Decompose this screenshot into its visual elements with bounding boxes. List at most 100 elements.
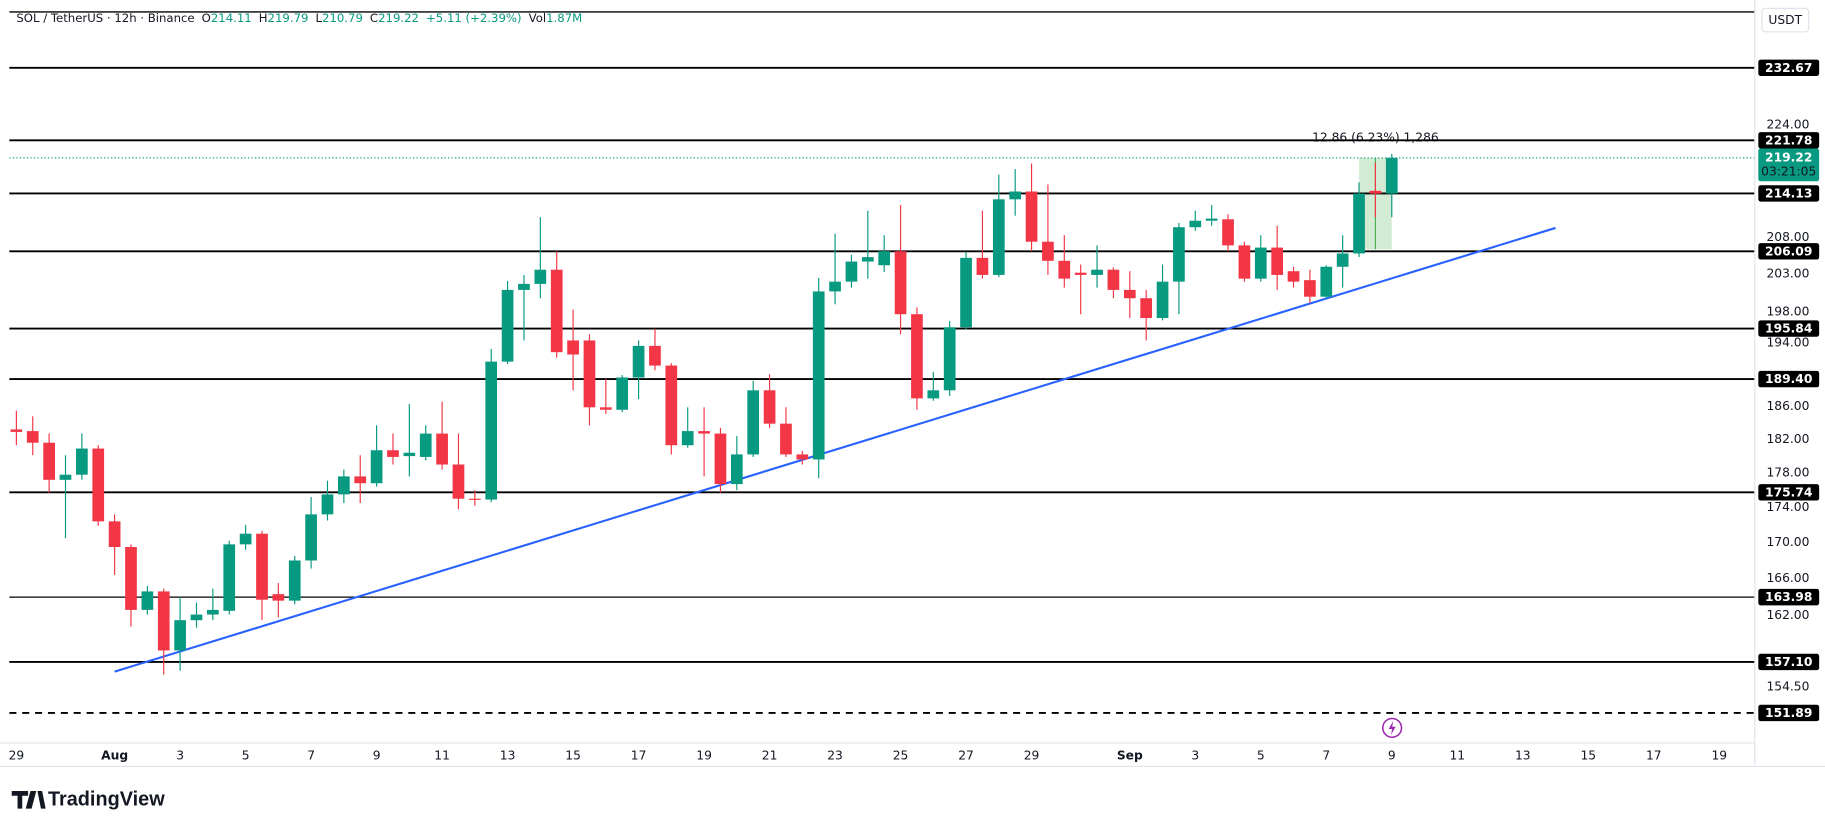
change: +5.11 (+2.39%) — [426, 10, 522, 24]
ohlc-label: H — [259, 10, 268, 24]
event-bolt — [1388, 720, 1396, 735]
ohlc-value: 210.79 — [322, 10, 363, 24]
currency[interactable]: USDT — [1768, 13, 1802, 27]
candle-body — [780, 423, 792, 455]
candle-body — [927, 390, 940, 399]
level-label: 175.74 — [1765, 485, 1812, 499]
candle-body — [1369, 190, 1382, 194]
x-tick-label: 29 — [1024, 748, 1040, 762]
candle-body — [812, 291, 825, 460]
candle-body — [911, 314, 923, 399]
x-tick-label: Sep — [1117, 748, 1143, 762]
level-label: 157.10 — [1765, 655, 1812, 669]
legend-header: SOL / TetherUS · 12h · Binance O214.11 H21… — [16, 10, 582, 24]
ohlc-label: O — [202, 10, 211, 24]
x-tick-label: Aug — [101, 748, 128, 762]
candle-body — [288, 560, 301, 601]
y-tick-label: 182.00 — [1767, 432, 1810, 446]
x-tick-label: 5 — [242, 748, 250, 762]
x-tick-label: 17 — [1646, 748, 1662, 762]
candle-body — [796, 454, 809, 460]
y-tick-label: 224.00 — [1767, 118, 1810, 132]
candle-body — [763, 390, 776, 424]
symbol: SOL / TetherUS · 12h · Binance — [16, 10, 194, 24]
candle-body — [829, 281, 841, 292]
candle-body — [190, 614, 203, 621]
plot-area: 12.86 (6.23%) 1,286 — [9, 66, 1755, 714]
candle-body — [1123, 289, 1136, 299]
y-tick-label: 178.00 — [1767, 466, 1810, 480]
candle-body — [10, 429, 23, 432]
candle-body — [157, 591, 170, 651]
candle-body — [1385, 157, 1398, 194]
candle-body — [321, 494, 334, 515]
ohlc-value: 219.79 — [268, 10, 309, 24]
candle-body — [76, 448, 88, 475]
candle-body — [1222, 219, 1234, 246]
level-label-box — [1758, 243, 1820, 260]
candle-body — [1091, 269, 1103, 275]
candle-body — [632, 345, 645, 378]
candle-body — [239, 533, 252, 545]
candle-body — [256, 533, 268, 600]
x-tick-label: 27 — [958, 748, 974, 762]
candle-body — [943, 327, 956, 391]
candle-body — [1320, 266, 1333, 297]
candle-body — [583, 340, 596, 408]
x-tick-label: 29 — [9, 748, 25, 762]
y-tick-label: 170.00 — [1767, 535, 1810, 549]
candle-body — [714, 433, 727, 485]
last-price-label: 219.22 — [1765, 150, 1812, 164]
x-tick-label: 17 — [631, 748, 647, 762]
x-tick-label: 5 — [1257, 748, 1265, 762]
level-label-box — [1758, 132, 1820, 149]
x-tick-label: 3 — [176, 748, 184, 762]
level-label-box — [1758, 185, 1820, 202]
x-tick-label: 13 — [500, 748, 516, 762]
y-tick-label: 203.00 — [1767, 267, 1810, 281]
x-tick-label: 3 — [1191, 748, 1199, 762]
candle-body — [861, 257, 874, 262]
candle-body — [108, 521, 121, 548]
level-label: 151.89 — [1765, 706, 1812, 720]
candle-body — [1254, 247, 1267, 279]
ohlc-value: 219.22 — [378, 10, 419, 24]
x-tick-label: 11 — [434, 748, 450, 762]
candle-body — [1205, 218, 1218, 221]
candle-body — [436, 433, 448, 465]
candle-body — [1353, 193, 1365, 254]
currency-box[interactable] — [1761, 7, 1810, 33]
level-label: 195.84 — [1765, 322, 1812, 336]
level-label: 214.13 — [1765, 187, 1812, 201]
ohlc-value: 214.11 — [211, 10, 252, 24]
candle-body — [698, 431, 710, 434]
candle-body — [1074, 272, 1087, 275]
level-label: 232.67 — [1765, 61, 1812, 75]
candle-body — [403, 452, 416, 457]
countdown: 03:21:05 — [1761, 164, 1816, 178]
candle-body — [223, 544, 236, 611]
candle-body — [174, 620, 186, 651]
x-tick-label: 7 — [307, 748, 315, 762]
candle-body — [1189, 220, 1202, 228]
candle-body — [141, 591, 154, 610]
x-tick-label: 25 — [893, 748, 909, 762]
candle-body — [1287, 271, 1300, 282]
candle-body — [665, 365, 678, 446]
level-label-box — [1758, 370, 1820, 388]
x-tick-label: 11 — [1449, 748, 1465, 762]
candle-body — [1156, 281, 1169, 319]
x-tick-label: 7 — [1322, 748, 1330, 762]
candle-body — [1173, 227, 1185, 282]
candle-body — [599, 407, 612, 410]
candle-body — [1336, 253, 1349, 267]
level-label-box — [1758, 653, 1820, 671]
candle-body — [207, 609, 219, 615]
last-price-box — [1758, 148, 1820, 182]
y-tick-label: 162.00 — [1767, 608, 1810, 622]
candle-body — [518, 283, 530, 290]
candle-body — [730, 454, 743, 485]
candle-body — [59, 474, 72, 480]
candle-body — [1238, 245, 1251, 279]
